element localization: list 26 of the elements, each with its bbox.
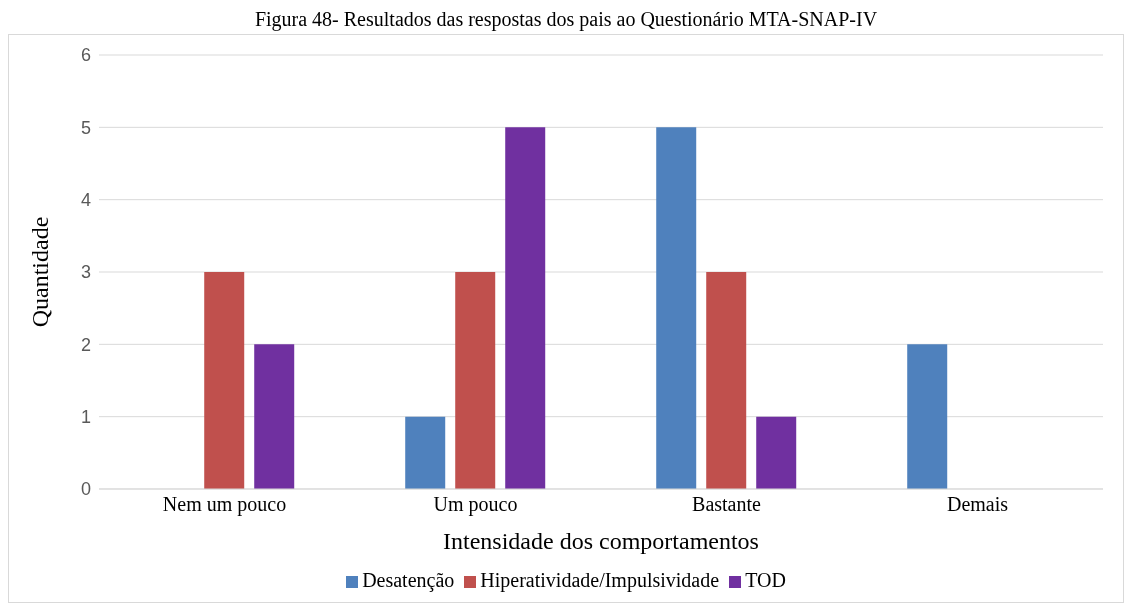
y-tick-label: 2	[80, 334, 91, 355]
bar	[907, 344, 948, 489]
bar	[455, 272, 496, 489]
x-tick-label: Bastante	[692, 493, 762, 516]
y-axis-title: Quantidade	[26, 216, 53, 328]
legend-label: TOD	[745, 569, 786, 591]
x-tick-label: Nem um pouco	[162, 493, 287, 517]
x-tick-label: Demais	[946, 493, 1009, 516]
y-tick-label: 4	[80, 190, 91, 211]
bar	[405, 416, 446, 489]
bar	[254, 344, 295, 489]
y-tick-label: 5	[80, 117, 91, 138]
y-tick-label: 3	[80, 262, 91, 283]
bar	[505, 127, 546, 489]
bar	[204, 272, 245, 489]
legend-label: Desatenção	[362, 569, 455, 591]
y-tick-label: 6	[80, 45, 91, 66]
bar	[756, 416, 797, 489]
x-axis-title: Intensidade dos comportamentos	[443, 528, 759, 554]
y-tick-label: 0	[80, 479, 91, 500]
chart-title: Figura 48- Resultados das respostas dos pais ao Questionário MTA-SNAP-IV	[253, 8, 879, 30]
y-tick-label: 1	[80, 407, 91, 428]
x-tick-label: Um pouco	[433, 493, 518, 517]
bar	[656, 127, 697, 489]
bar	[706, 272, 747, 489]
legend-label: Hiperatividade/Impulsividade	[480, 569, 720, 591]
